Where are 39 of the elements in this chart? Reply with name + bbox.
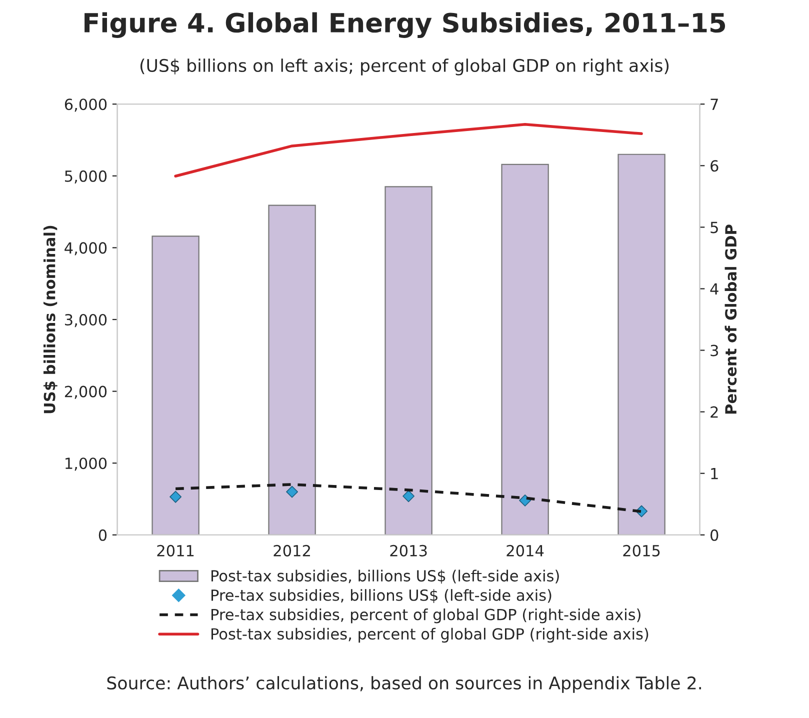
point xyxy=(170,490,182,503)
y-tick-label: 1,000 xyxy=(66,458,107,471)
source-note: Source: Authors’ calculations, based on sources in Appendix Table 2. xyxy=(107,676,701,693)
y2-tick-label: 1 xyxy=(711,468,718,480)
legend-label: Pre-tax subsidies, percent of global GDP (right-side axis) xyxy=(211,608,640,624)
bar xyxy=(268,204,316,535)
y2-tick-label: 0 xyxy=(710,529,718,541)
y2-tick-label: 6 xyxy=(710,160,718,172)
bar xyxy=(501,164,549,535)
y2-axis-title: Percent of Global GDP xyxy=(724,224,737,414)
point xyxy=(402,490,415,502)
point xyxy=(286,486,298,498)
y-axis-title: US$ billions (nominal) xyxy=(44,226,58,414)
legend-label: Pre-tax subsidies, billions US$ (left-side axis) xyxy=(211,589,552,603)
y2-tick-label: 2 xyxy=(710,406,718,418)
y2-tick-label: 4 xyxy=(710,283,718,295)
legend-label: Post-tax subsidies, percent of global GDP (right-side axis) xyxy=(211,628,648,643)
y-tick-label: 4,000 xyxy=(64,242,107,256)
y-tick-label: 5,000 xyxy=(65,170,107,184)
bar xyxy=(384,186,432,535)
y-tick-label: 2,000 xyxy=(64,386,107,399)
x-tick-label: 2012 xyxy=(274,544,310,556)
bar xyxy=(152,236,200,535)
line-series xyxy=(174,123,643,178)
x-tick-label: 2011 xyxy=(157,544,194,556)
bar xyxy=(618,154,666,535)
x-tick-label: 2014 xyxy=(506,544,544,556)
x-tick-label: 2015 xyxy=(623,544,660,556)
y-tick-label: 3,000 xyxy=(65,314,107,328)
point xyxy=(519,494,532,506)
y2-tick-label: 5 xyxy=(710,222,718,234)
y2-tick-label: 3 xyxy=(710,344,718,356)
chart-subtitle: (US$ billions on left axis; percent of global GDP on right axis) xyxy=(140,58,669,76)
y-tick-label: 0 xyxy=(98,529,107,541)
chart-title: Figure 4. Global Energy Subsidies, 2011–15 xyxy=(84,12,726,38)
legend-label: Post-tax subsidies, billions US$ (left-side axis) xyxy=(211,570,559,584)
y2-tick-label: 7 xyxy=(710,98,718,110)
x-tick-label: 2013 xyxy=(390,544,427,556)
y-tick-label: 6,000 xyxy=(64,98,107,112)
